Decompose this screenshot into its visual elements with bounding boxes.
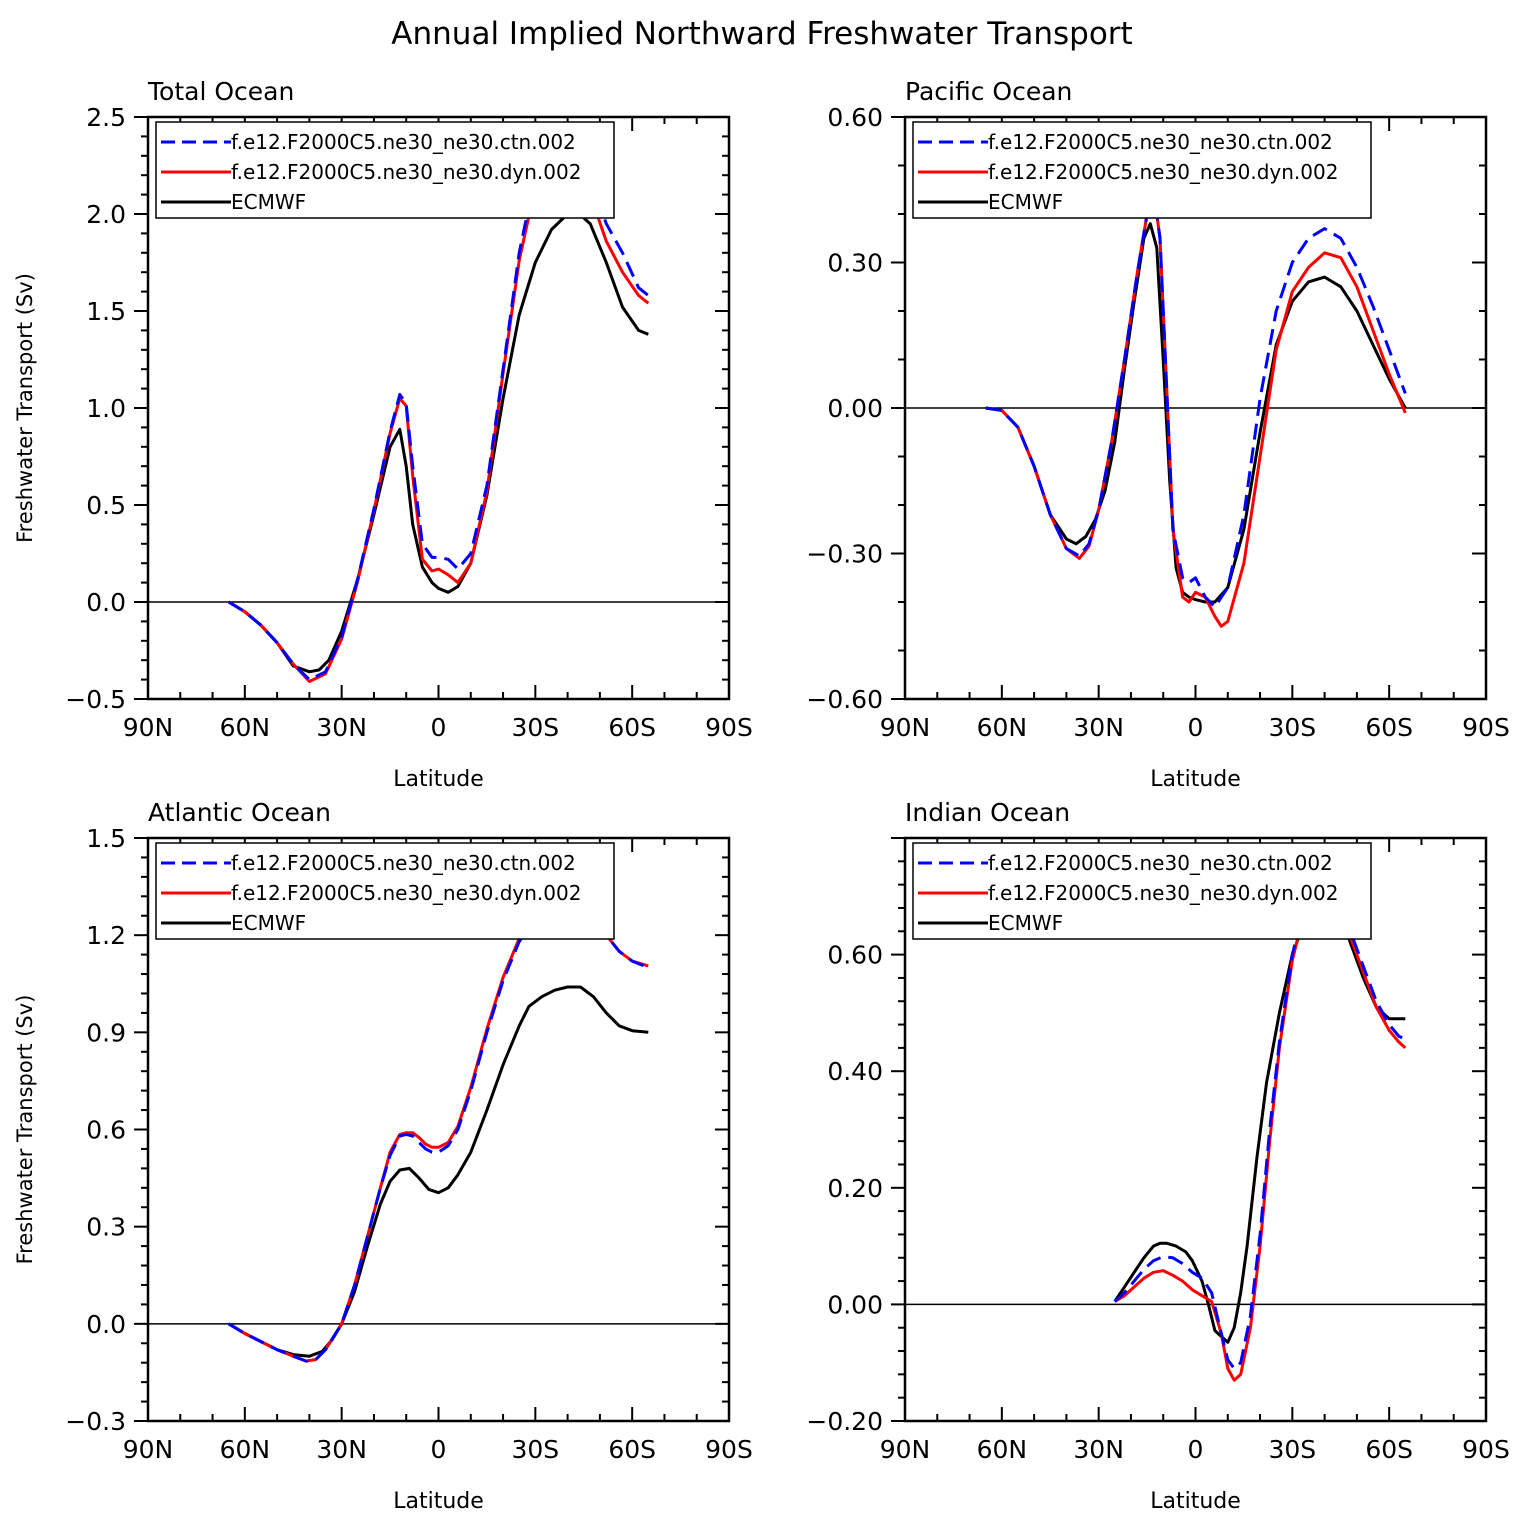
- x-tick-label: 60N: [220, 1435, 271, 1464]
- panel-title: Pacific Ocean: [905, 77, 1072, 106]
- x-tick-label: 60S: [1365, 713, 1413, 742]
- x-tick-label: 0: [1188, 1435, 1204, 1464]
- legend-box: [155, 121, 615, 219]
- panel-title: Atlantic Ocean: [148, 798, 331, 827]
- x-tick-label: 90S: [1462, 1435, 1510, 1464]
- legend-label: f.e12.F2000C5.ne30_ne30.dyn.002: [988, 160, 1338, 184]
- x-tick-label: 0: [1188, 713, 1204, 742]
- y-tick-label: 0.00: [827, 1290, 883, 1319]
- x-tick-label: 90N: [123, 1435, 174, 1464]
- x-tick-label: 60S: [608, 713, 656, 742]
- x-tick-label: 30N: [316, 713, 367, 742]
- series-line-1: [227, 894, 649, 1363]
- series-line-1: [1113, 871, 1406, 1370]
- y-tick-label: −0.30: [806, 540, 883, 569]
- y-tick-label: 1.5: [86, 297, 126, 326]
- legend-label: f.e12.F2000C5.ne30_ne30.dyn.002: [231, 160, 581, 184]
- y-axis-label: Freshwater Transport (Sv): [13, 273, 37, 543]
- x-tick-label: 30N: [316, 1435, 367, 1464]
- x-tick-label: 60S: [608, 1435, 656, 1464]
- x-tick-label: 30S: [511, 1435, 559, 1464]
- legend-label: ECMWF: [231, 190, 306, 214]
- y-tick-label: 0.6: [86, 1116, 126, 1145]
- y-tick-label: −0.60: [806, 685, 883, 714]
- x-axis-label: Latitude: [393, 1489, 484, 1514]
- y-tick-label: 1.2: [86, 921, 126, 950]
- x-tick-label: 90N: [880, 1435, 931, 1464]
- y-tick-label: 0.30: [827, 249, 883, 278]
- x-tick-label: 30S: [1268, 713, 1316, 742]
- chart-panel-4: Indian Ocean 90N 60N 30N 0 30S 60S 90S −0.20 0.00…: [806, 798, 1509, 1514]
- y-tick-label: 2.5: [86, 103, 126, 132]
- x-tick-label: 30S: [511, 713, 559, 742]
- legend-label: ECMWF: [988, 911, 1063, 935]
- x-tick-label: 0: [431, 713, 447, 742]
- series-line-2: [227, 891, 649, 1363]
- y-tick-label: 0.40: [827, 1057, 883, 1086]
- y-tick-label: 2.0: [86, 200, 126, 229]
- x-axis-label: Latitude: [1150, 1489, 1241, 1514]
- y-tick-label: 0.00: [827, 394, 883, 423]
- y-tick-label: 0.0: [86, 588, 126, 617]
- chart-panel-1: Total Ocean 90N 60N 30N 0 30S 60S 90S −0.5 0.0 0.5…: [13, 77, 753, 792]
- x-tick-label: 60N: [977, 713, 1028, 742]
- panel-title: Indian Ocean: [905, 798, 1070, 827]
- y-tick-label: −0.3: [65, 1407, 126, 1436]
- x-tick-label: 90S: [1462, 713, 1510, 742]
- y-tick-label: 0.0: [86, 1310, 126, 1339]
- chart-panel-2: Pacific Ocean 90N 60N 30N 0 30S 60S 90S −0.60 −0.…: [806, 77, 1509, 792]
- x-tick-label: 60N: [977, 1435, 1028, 1464]
- y-tick-label: 0.60: [827, 941, 883, 970]
- x-axis-label: Latitude: [1150, 767, 1241, 792]
- x-tick-label: 60S: [1365, 1435, 1413, 1464]
- x-tick-label: 60N: [220, 713, 271, 742]
- x-tick-label: 30S: [1268, 1435, 1316, 1464]
- y-tick-label: 0.5: [86, 491, 126, 520]
- y-tick-label: 0.9: [86, 1018, 126, 1047]
- x-tick-label: 90N: [123, 713, 174, 742]
- legend-label: ECMWF: [988, 190, 1063, 214]
- series-line-3: [227, 210, 649, 674]
- x-tick-label: 90S: [705, 713, 753, 742]
- page-title: Annual Implied Northward Freshwater Tran…: [391, 16, 1132, 52]
- y-tick-label: 1.0: [86, 394, 126, 423]
- legend-label: f.e12.F2000C5.ne30_ne30.ctn.002: [231, 130, 576, 154]
- legend-label: f.e12.F2000C5.ne30_ne30.ctn.002: [988, 130, 1333, 154]
- legend-box: [912, 121, 1372, 219]
- chart-panel-3: Atlantic Ocean 90N 60N 30N 0 30S 60S 90S −0.3 0.0…: [13, 798, 753, 1514]
- y-tick-label: 0.20: [827, 1174, 883, 1203]
- y-tick-label: 0.3: [86, 1213, 126, 1242]
- legend-label: f.e12.F2000C5.ne30_ne30.dyn.002: [231, 881, 581, 905]
- x-tick-label: 90S: [705, 1435, 753, 1464]
- x-axis-label: Latitude: [393, 767, 484, 792]
- legend-label: f.e12.F2000C5.ne30_ne30.ctn.002: [988, 851, 1333, 875]
- panel-title: Total Ocean: [147, 77, 294, 106]
- x-tick-label: 90N: [880, 713, 931, 742]
- legend-label: f.e12.F2000C5.ne30_ne30.ctn.002: [231, 851, 576, 875]
- x-tick-label: 30N: [1073, 1435, 1124, 1464]
- legend-box: [155, 842, 615, 940]
- legend-box: [912, 842, 1372, 940]
- y-tick-label: 0.60: [827, 103, 883, 132]
- series-line-1: [985, 188, 1407, 609]
- y-tick-label: −0.20: [806, 1407, 883, 1436]
- legend-label: ECMWF: [231, 911, 306, 935]
- y-axis-label: Freshwater Transport (Sv): [13, 995, 37, 1265]
- legend-label: f.e12.F2000C5.ne30_ne30.dyn.002: [988, 881, 1338, 905]
- series-line-3: [985, 222, 1407, 604]
- y-tick-label: 1.5: [86, 824, 126, 853]
- series-line-3: [1113, 891, 1406, 1344]
- x-tick-label: 0: [431, 1435, 447, 1464]
- x-tick-label: 30N: [1073, 713, 1124, 742]
- y-tick-label: −0.5: [65, 685, 126, 714]
- series-line-3: [227, 985, 649, 1358]
